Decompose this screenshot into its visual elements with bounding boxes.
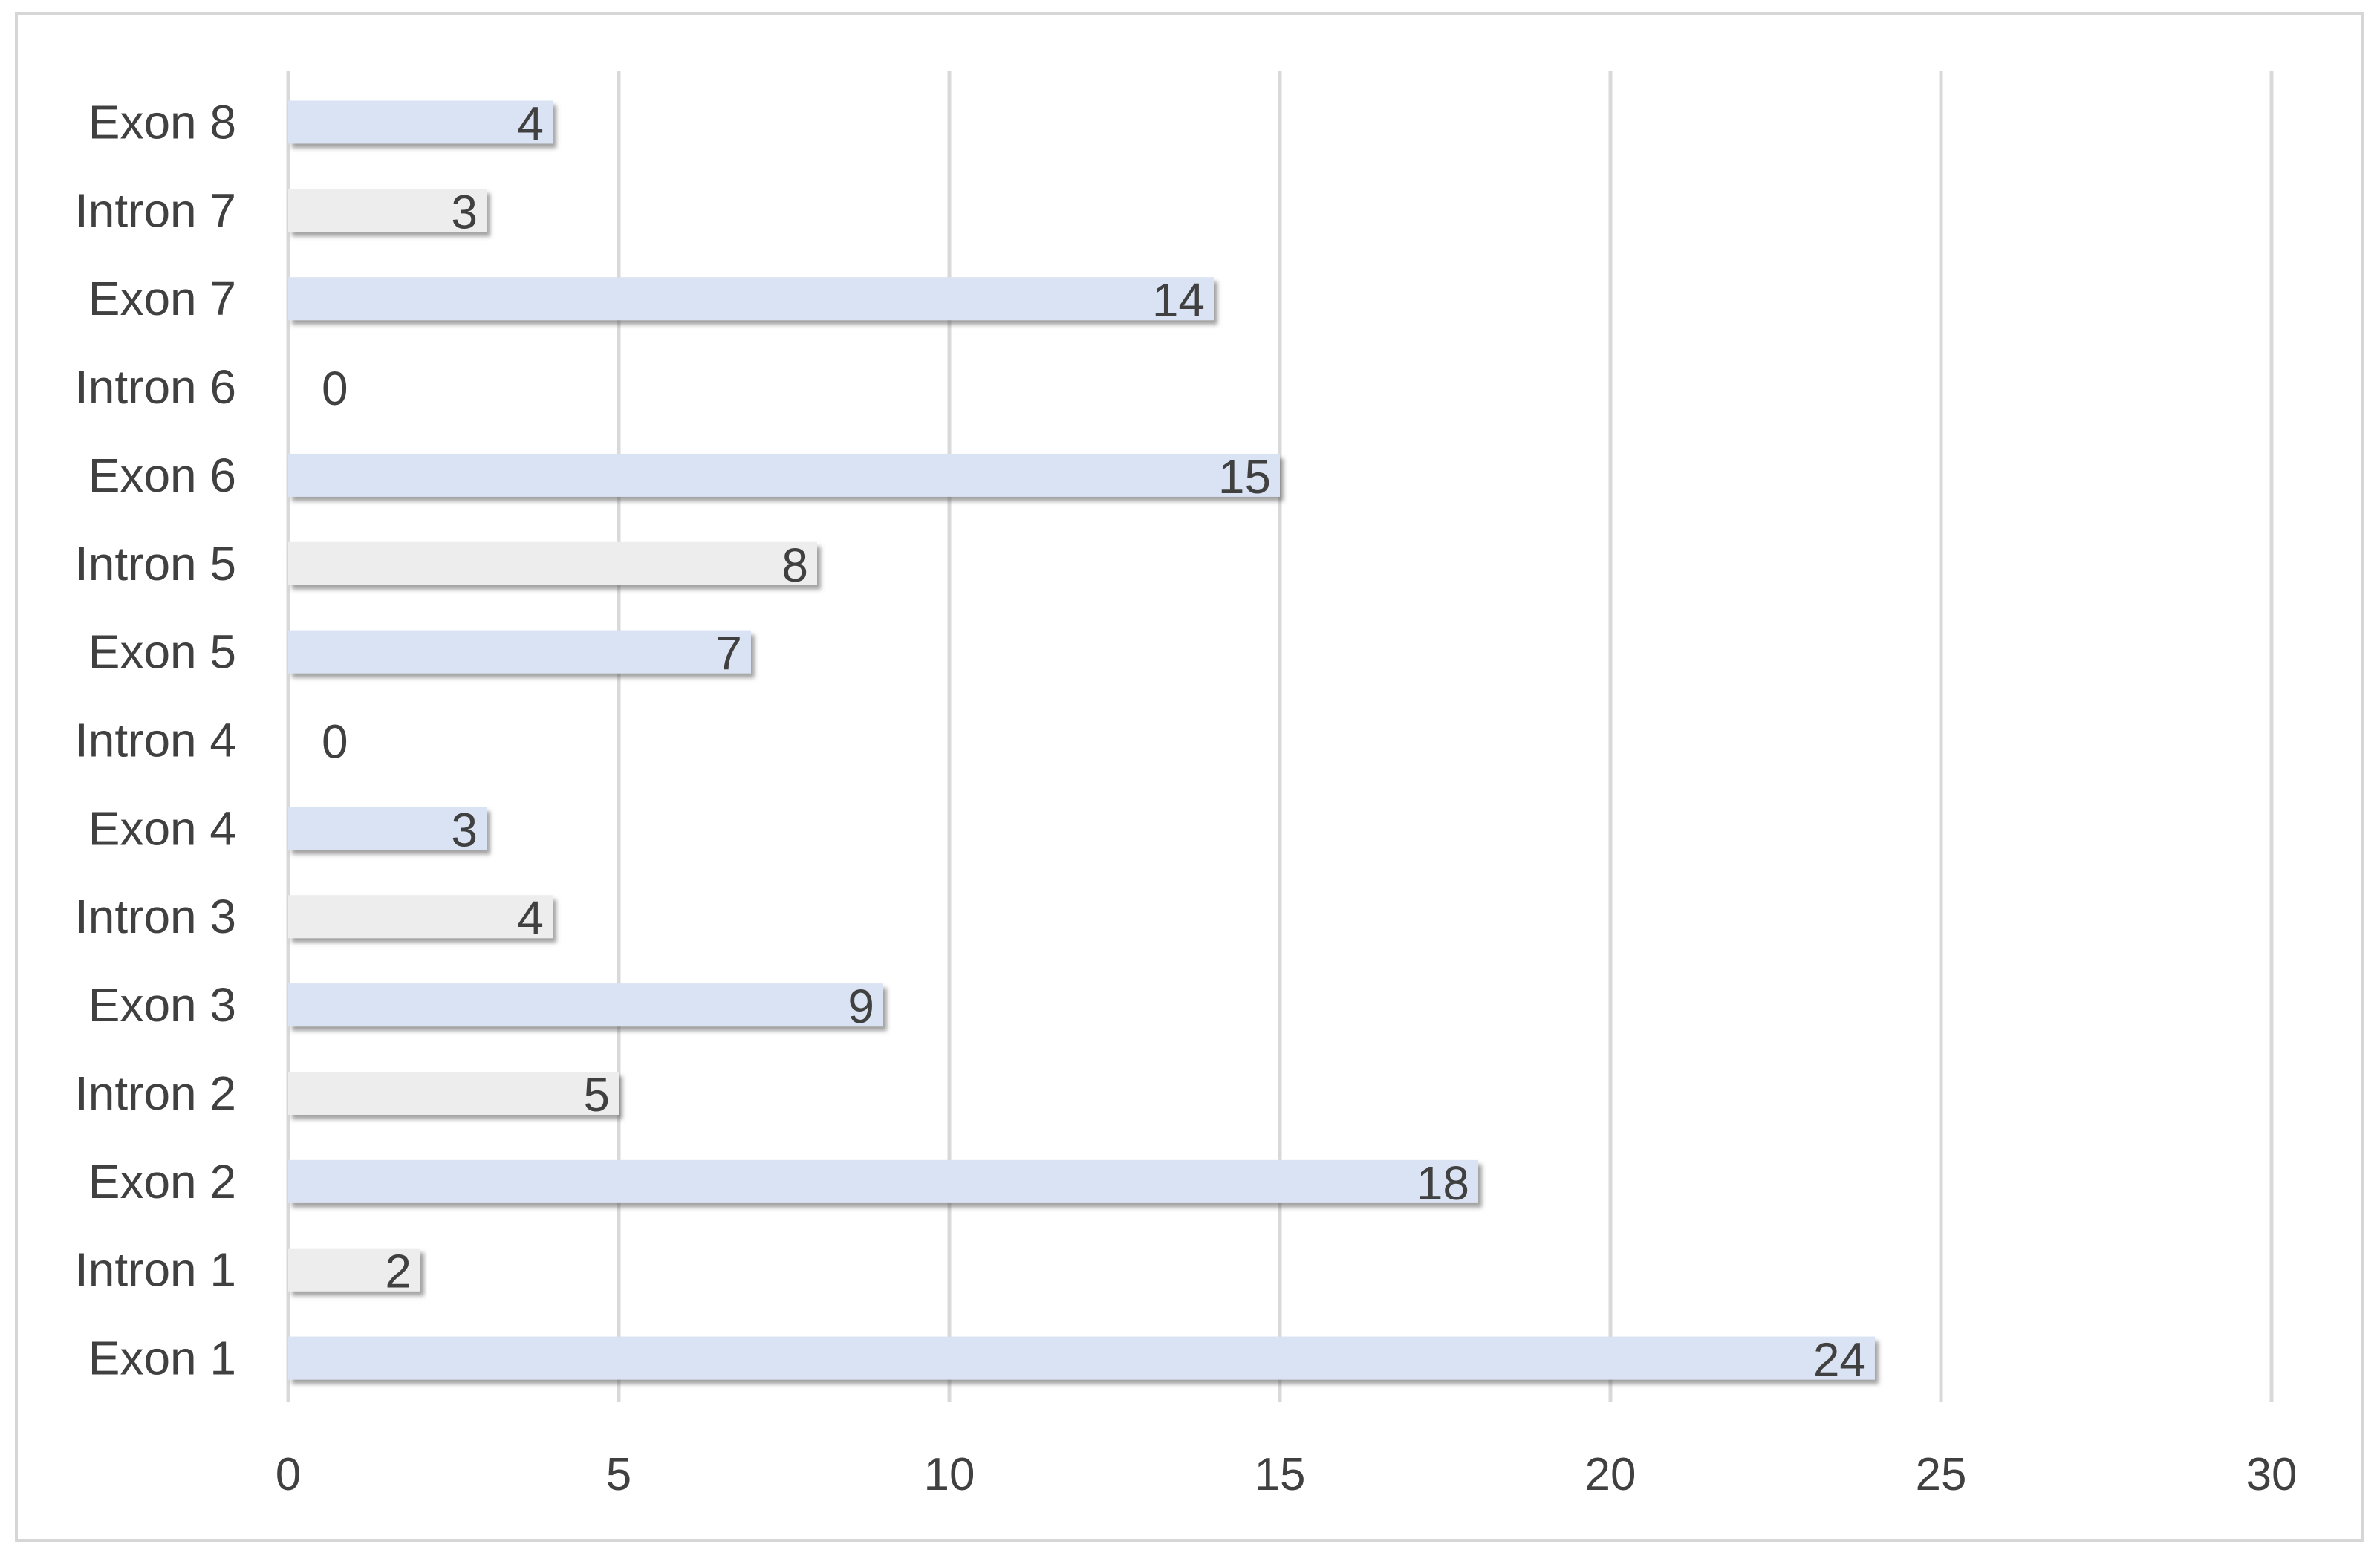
bar (288, 1336, 1875, 1380)
category-label: Exon 6 (88, 449, 236, 502)
x-tick-label: 0 (276, 1449, 301, 1500)
category-label: Exon 8 (88, 95, 236, 149)
data-label: 4 (517, 97, 544, 150)
data-label: 0 (322, 362, 348, 415)
x-tick-label: 20 (1585, 1449, 1636, 1500)
data-label: 2 (385, 1245, 412, 1298)
bar (288, 630, 751, 674)
bar (288, 1159, 1478, 1203)
data-label: 14 (1152, 273, 1205, 327)
data-label: 7 (715, 627, 742, 680)
data-label: 15 (1218, 450, 1271, 504)
bar (288, 100, 553, 144)
bar (288, 541, 817, 585)
category-label: Intron 3 (75, 890, 236, 943)
bar (288, 189, 487, 232)
bar (288, 453, 1280, 497)
bar (288, 895, 553, 939)
data-label: 4 (517, 891, 544, 945)
bar (288, 1248, 420, 1292)
bar (288, 1071, 619, 1115)
category-axis: Exon 1 Intron 1 Exon 2 Intron 2 Exon 3 Intron… (75, 95, 236, 1384)
category-label: Exon 2 (88, 1155, 236, 1208)
category-label: Intron 4 (75, 714, 236, 767)
bar (288, 983, 883, 1027)
category-label: Intron 6 (75, 360, 236, 414)
x-tick-label: 25 (1916, 1449, 1967, 1500)
data-label: 24 (1813, 1333, 1866, 1387)
bar (288, 277, 1214, 321)
category-label: Intron 2 (75, 1067, 236, 1120)
category-label: Intron 5 (75, 537, 236, 590)
data-label: 5 (583, 1068, 610, 1122)
category-label: Exon 7 (88, 272, 236, 325)
x-tick-label: 10 (924, 1449, 975, 1500)
data-label: 9 (848, 980, 874, 1033)
data-label: 0 (322, 715, 348, 769)
data-label: 3 (451, 185, 478, 238)
category-label: Exon 1 (88, 1332, 236, 1385)
data-label: 8 (781, 538, 808, 592)
category-label: Intron 1 (75, 1243, 236, 1297)
data-label: 18 (1417, 1156, 1469, 1210)
category-label: Intron 7 (75, 183, 236, 237)
x-tick-label: 5 (606, 1449, 631, 1500)
category-label: Exon 5 (88, 625, 236, 679)
category-label: Exon 4 (88, 801, 236, 855)
data-label: 3 (451, 803, 478, 856)
bars (288, 100, 1875, 1380)
bar (288, 807, 487, 850)
x-tick-label: 15 (1255, 1449, 1306, 1500)
category-label: Exon 3 (88, 978, 236, 1032)
x-tick-label: 30 (2246, 1449, 2298, 1500)
value-axis: 0 5 10 15 20 25 30 (276, 1449, 2298, 1500)
